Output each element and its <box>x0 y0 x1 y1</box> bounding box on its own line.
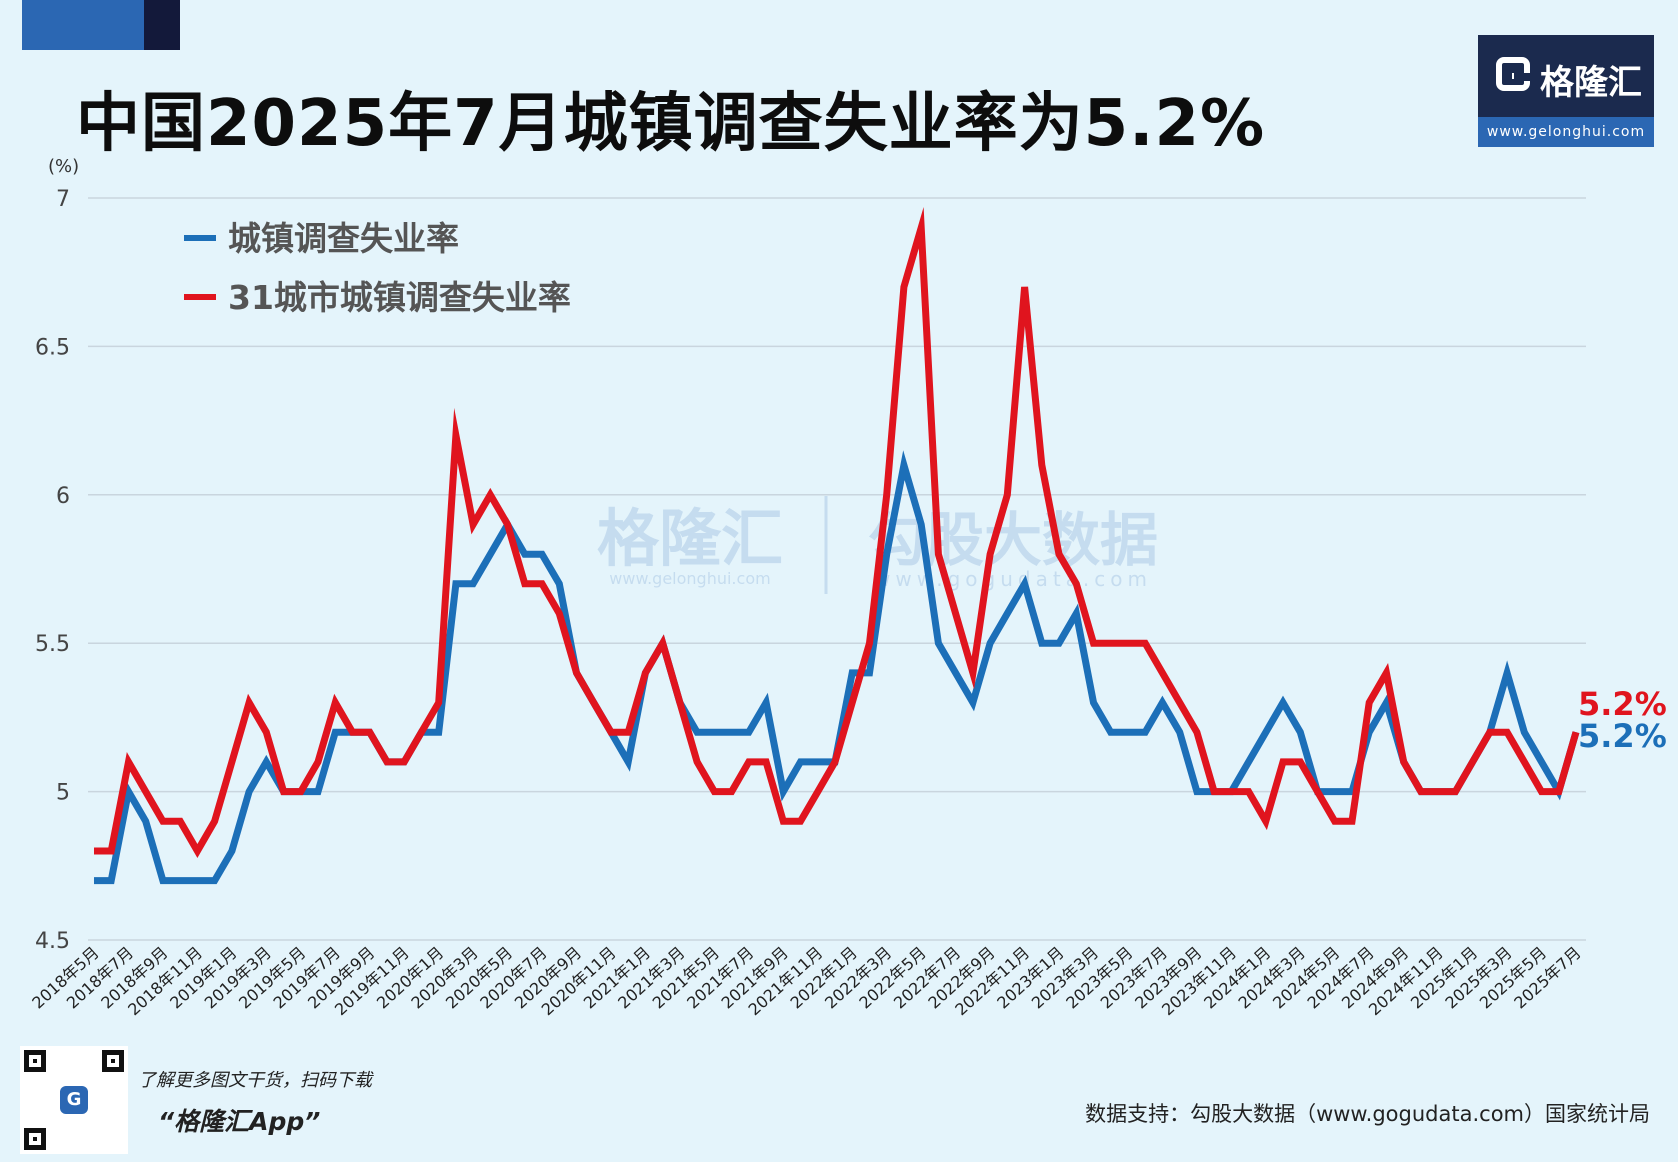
legend-label: 31城市城镇调查失业率 <box>228 278 571 317</box>
data-source: 数据支持：勾股大数据（www.gogudata.com）国家统计局 <box>1085 1102 1650 1126</box>
series-line-31-cities <box>94 206 1580 858</box>
top-accent-bar-dark <box>144 0 180 50</box>
legend: 城镇调查失业率 31城市城镇调查失业率 <box>184 219 571 317</box>
app-name: “格隆汇App” <box>158 1107 321 1136</box>
qr-finder-top-right <box>102 1050 124 1072</box>
logo-name: 格隆汇 <box>1540 63 1642 103</box>
logo-url: www.gelonghui.com <box>1478 117 1654 147</box>
top-accent-bar <box>22 0 144 50</box>
qr-finder-bottom-left <box>24 1128 46 1150</box>
grid-lines <box>88 197 1586 941</box>
y-axis-unit-label: (%) <box>48 156 79 177</box>
y-tick-label: 6.5 <box>35 335 70 360</box>
series-lines <box>93 206 1580 885</box>
qr-finder-top-left <box>24 1050 46 1072</box>
g-mark-icon <box>1496 57 1530 91</box>
y-tick-label: 5 <box>56 781 70 806</box>
y-axis-ticks: 4.5 5 5.5 6 6.5 7 <box>35 187 70 954</box>
x-axis-ticks: 2018年5月2018年7月2018年9月2018年11月2019年1月2019… <box>28 943 1584 1019</box>
watermark-brand-url: www.gelonghui.com <box>609 569 770 588</box>
series-end-label: 5.2% <box>1578 717 1667 755</box>
y-tick-label: 6 <box>56 484 70 509</box>
watermark-data-brand: 勾股大数据 <box>868 506 1158 574</box>
promo-text: 了解更多图文干货，扫码下载 <box>138 1070 372 1091</box>
y-tick-label: 4.5 <box>35 929 70 954</box>
legend-label: 城镇调查失业率 <box>228 219 459 258</box>
qr-app-badge: G <box>60 1086 88 1114</box>
qr-code[interactable]: G <box>20 1046 128 1154</box>
gelonghui-logo: 格隆汇 www.gelonghui.com <box>1478 35 1654 147</box>
y-tick-label: 5.5 <box>35 632 70 657</box>
page-title: 中国2025年7月城镇调查失业率为5.2% <box>76 87 1266 161</box>
watermark-brand: 格隆汇 <box>597 502 783 575</box>
end-labels: 5.2%5.2% <box>1578 685 1667 755</box>
series-end-label: 5.2% <box>1578 685 1667 723</box>
unemployment-line-chart: (%) 格隆汇 www.gelonghui.com 勾股大数据 www.gogu… <box>28 156 1667 1019</box>
y-tick-label: 7 <box>56 187 70 212</box>
series-points <box>93 227 1577 852</box>
watermark-data-url: www.gogudata.com <box>874 567 1152 591</box>
